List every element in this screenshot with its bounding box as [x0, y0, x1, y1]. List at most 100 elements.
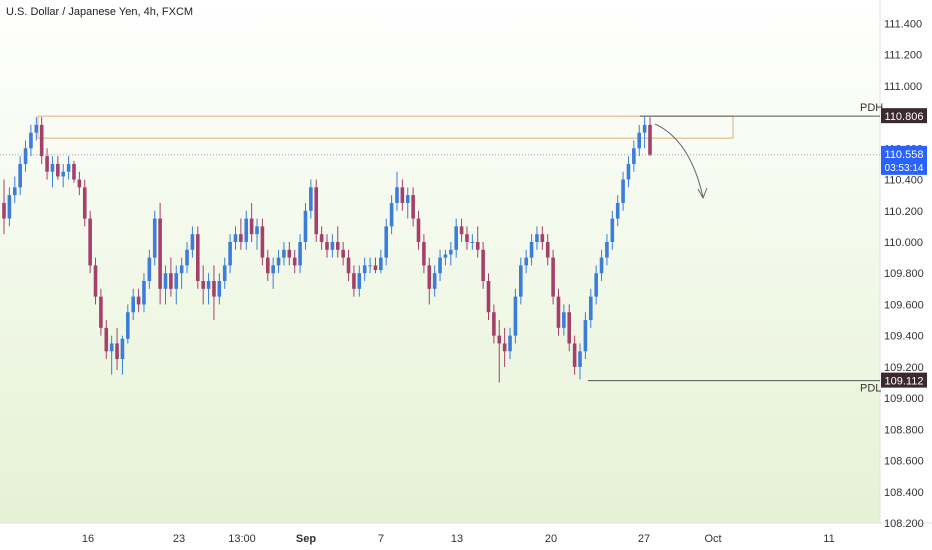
candle-body	[610, 218, 615, 242]
candle-body	[562, 312, 566, 328]
y-tick-label: 110.000	[884, 237, 923, 249]
candle-body	[513, 296, 518, 336]
candle-body	[77, 179, 82, 188]
candle-body	[126, 312, 130, 339]
candle-body	[23, 148, 28, 164]
candle-body	[470, 241, 475, 243]
candle-body	[158, 218, 162, 289]
candle-body	[185, 249, 189, 266]
candle-body	[502, 343, 507, 352]
candle-body	[519, 265, 523, 297]
candle-body	[314, 187, 319, 235]
candle-body	[411, 195, 415, 219]
candle-body	[222, 265, 227, 282]
y-axis[interactable]: 111.400111.200111.000110.800110.600110.4…	[884, 18, 924, 530]
y-tick-label: 108.800	[884, 424, 924, 436]
candle-body	[72, 163, 76, 180]
last-price-tag-bg	[881, 145, 927, 175]
y-tick-label: 111.400	[884, 18, 922, 30]
candle-body	[346, 257, 351, 274]
candle-body	[637, 132, 642, 149]
candle-body	[287, 249, 292, 258]
candle-body	[319, 234, 324, 242]
candle-body	[93, 265, 98, 297]
candle-body	[567, 312, 572, 344]
x-tick-label: 20	[545, 533, 557, 545]
candle-body	[120, 338, 125, 360]
candle-body	[357, 273, 362, 289]
candle-body	[492, 312, 496, 336]
candle-body	[2, 202, 6, 219]
candle-body	[615, 202, 620, 219]
candle-body	[82, 187, 87, 219]
candle-body	[233, 234, 238, 242]
candle-body	[389, 202, 394, 227]
candle-body	[163, 273, 168, 289]
candle-body	[255, 226, 259, 235]
candle-body	[196, 234, 200, 282]
candle-body	[7, 195, 12, 219]
candle-body	[578, 351, 582, 367]
x-tick-label: 13	[451, 533, 463, 545]
candle-body	[147, 257, 152, 282]
candle-body	[265, 257, 270, 274]
candle-body	[282, 249, 286, 258]
pdl-label: PDL	[860, 383, 881, 395]
candle-body	[465, 234, 469, 242]
x-tick-label: 27	[638, 533, 650, 545]
candle-body	[432, 273, 437, 289]
candle-body	[309, 187, 313, 211]
y-tick-label: 109.200	[884, 362, 924, 374]
candle-body	[276, 257, 281, 266]
candle-body	[529, 241, 534, 258]
candle-body	[228, 241, 232, 266]
candle-body	[588, 296, 593, 321]
x-tick-label: 13:00	[228, 533, 256, 545]
projection-arrow	[654, 123, 704, 198]
candle-body	[39, 124, 44, 157]
candle-body	[66, 163, 71, 172]
candle-body	[551, 257, 555, 297]
candle-body	[605, 241, 609, 258]
x-tick-label: 16	[82, 533, 94, 545]
candle-body	[45, 156, 49, 172]
y-tick-label: 111.000	[884, 81, 922, 93]
y-tick-label: 109.400	[884, 331, 924, 343]
candle-body	[271, 265, 275, 274]
candle-body	[330, 241, 335, 250]
candle-body	[481, 249, 485, 282]
pdl-price-tag-bg	[881, 372, 927, 388]
candle-body	[50, 163, 55, 172]
candle-body	[362, 265, 367, 274]
candle-body	[422, 241, 426, 266]
last-price-value: 110.558	[885, 149, 924, 161]
candle-body	[115, 343, 119, 360]
candle-body	[190, 234, 195, 250]
candle-body	[201, 281, 205, 289]
pdh-price-tag: 110.806	[885, 111, 924, 123]
candle-body	[239, 234, 243, 242]
candle-body	[475, 241, 480, 250]
candle-body	[352, 273, 356, 289]
candle-body	[335, 241, 340, 250]
candle-body	[303, 210, 308, 242]
candle-body	[583, 320, 588, 352]
x-tick-label: Oct	[704, 533, 721, 545]
x-tick-label: Sep	[296, 533, 316, 545]
candle-body	[416, 218, 421, 242]
candle-body	[373, 265, 378, 271]
y-tick-label: 108.200	[884, 518, 924, 530]
price-labels: PDH PDL 110.806 109.112 110.558 03:53:14	[860, 102, 927, 395]
candle-body	[524, 257, 528, 266]
candle-body	[99, 296, 103, 328]
y-tick-label: 109.800	[884, 268, 924, 280]
candle-countdown: 03:53:14	[885, 163, 924, 174]
candle-body	[497, 335, 502, 344]
candle-body	[131, 296, 135, 313]
candle-body	[152, 218, 157, 258]
candle-body	[594, 273, 598, 297]
candle-body	[29, 132, 33, 149]
x-axis[interactable]: 16 23 13:00 Sep 7 13 20 27 Oct 11	[82, 533, 835, 545]
candle-body	[443, 254, 448, 258]
